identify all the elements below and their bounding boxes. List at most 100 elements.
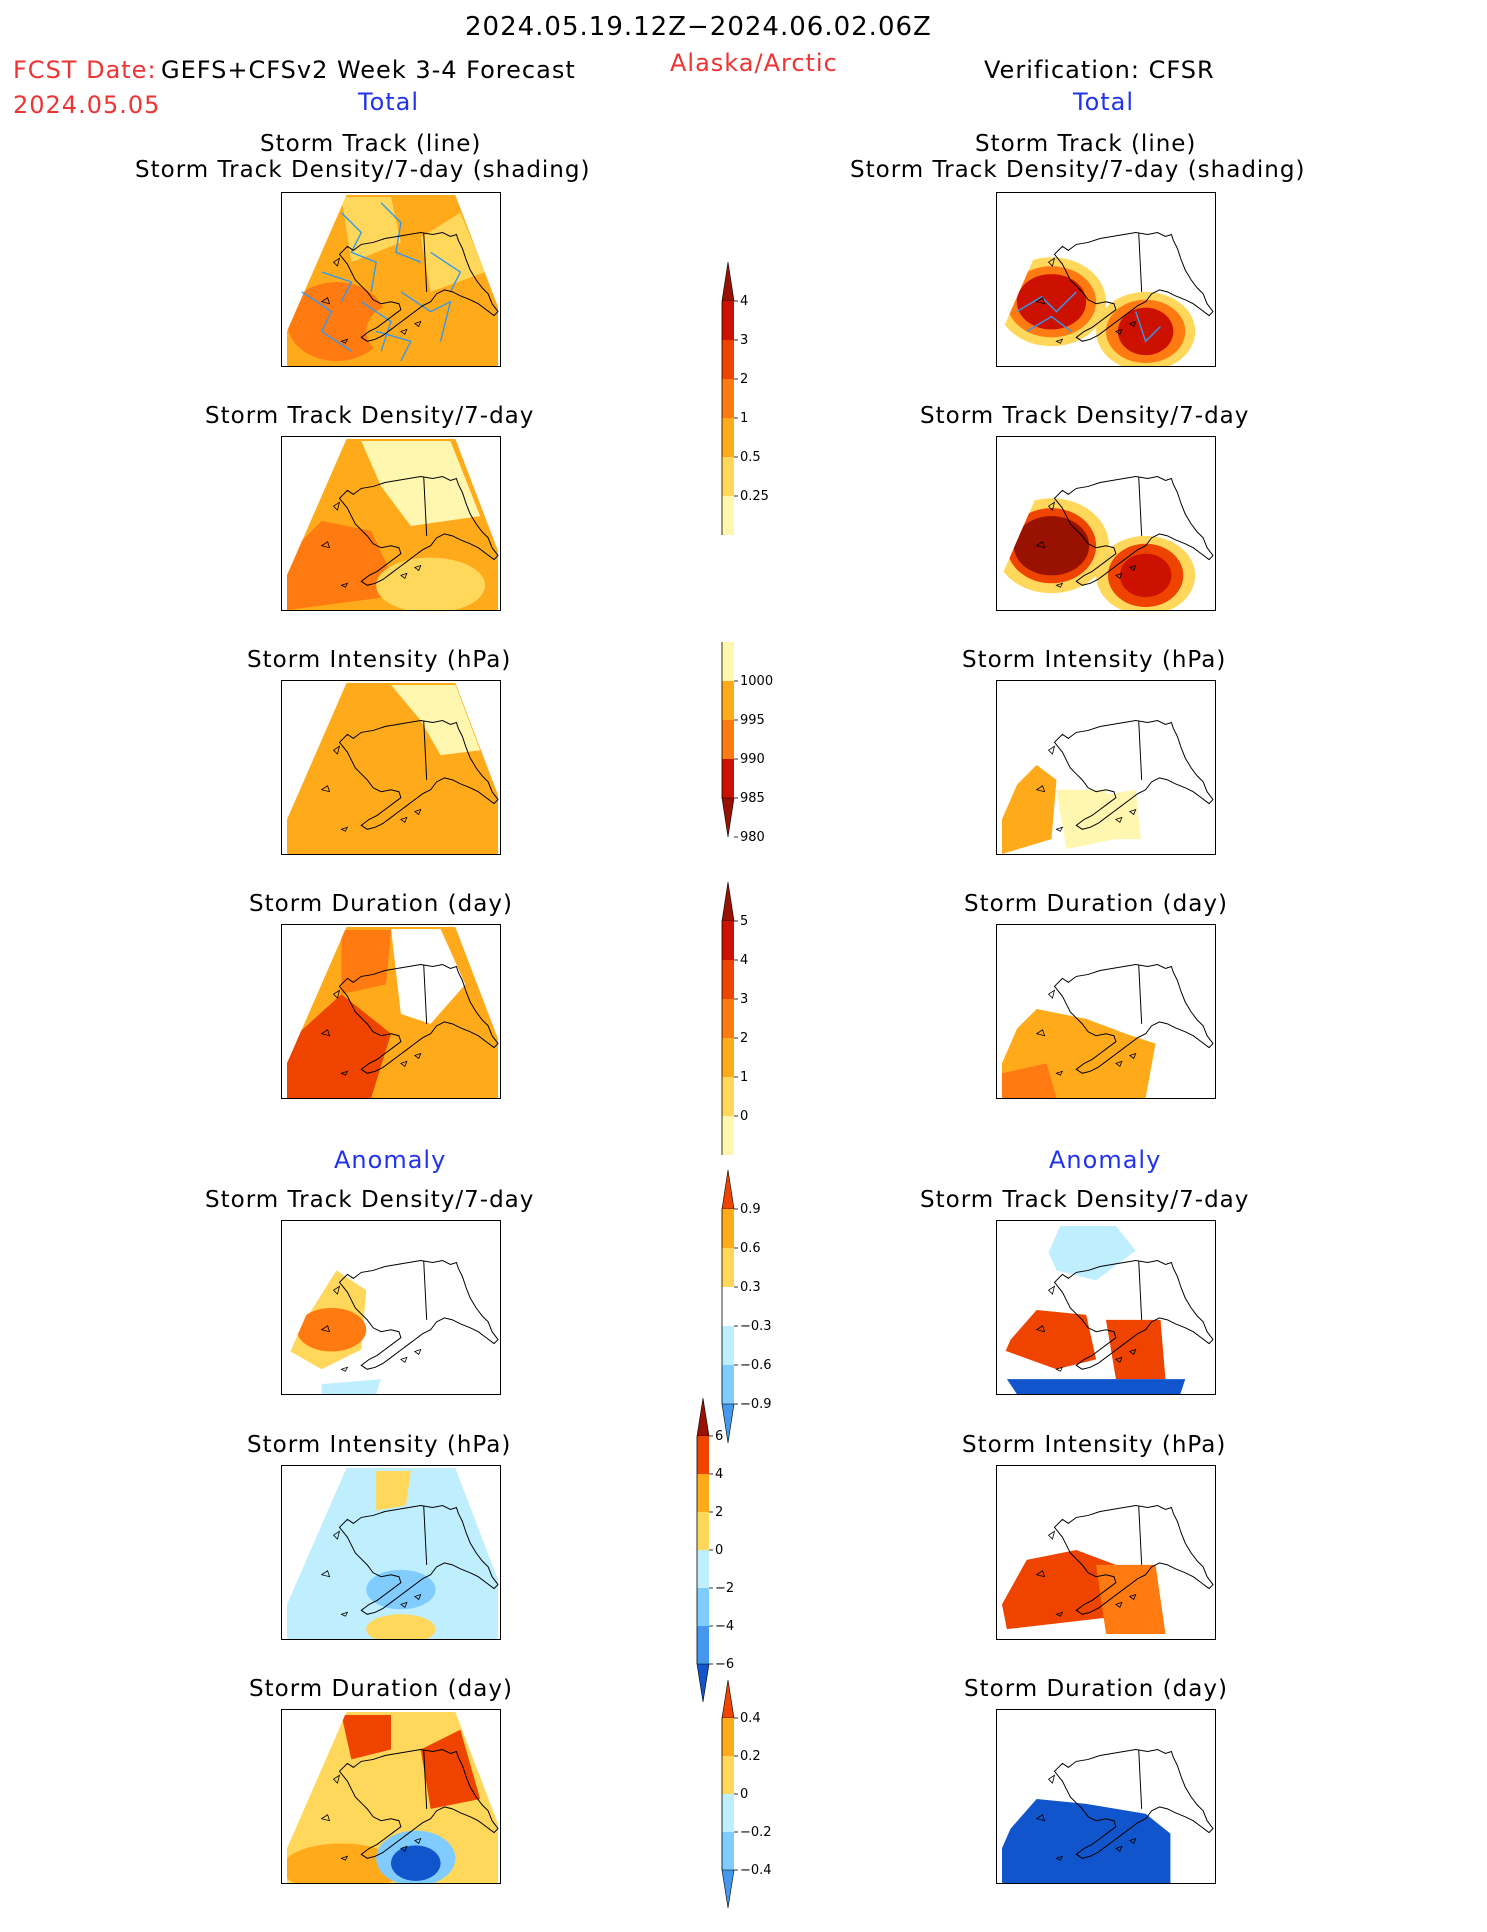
canada-border: [423, 1505, 428, 1565]
colorbar-intensity-anom: 6 4 2 0 −2 −4 −6: [695, 1397, 765, 1726]
date-range-title: 2024.05.19.12Z−2024.06.02.06Z: [465, 12, 932, 42]
colorbar-intensity: 1000 995 990 985 980: [720, 642, 790, 861]
storm-track-line: [340, 212, 377, 292]
shaded-region: [1106, 789, 1141, 840]
island-outline: [1055, 1366, 1064, 1372]
density-colorbar-segment: [722, 496, 734, 535]
duration-colorbar-label: 2: [740, 1031, 748, 1046]
shaded-region: [286, 682, 499, 854]
duration_anom-colorbar-segment: [722, 1794, 734, 1832]
island-outline: [400, 328, 408, 335]
island-outline: [1128, 1837, 1137, 1845]
alaska-coastline: [1053, 720, 1214, 830]
canada-border: [1138, 1505, 1143, 1565]
island-outline: [332, 257, 341, 267]
map-density-anom-left: [281, 1220, 501, 1395]
island-outline: [1055, 1855, 1064, 1861]
density_anom-colorbar-segment: [721, 1169, 735, 1210]
map-duration-anom-left: [281, 1709, 501, 1884]
island-outline: [413, 1052, 422, 1060]
density_anom-colorbar-segment: [722, 1326, 734, 1365]
canada-border: [1138, 476, 1143, 536]
island-outline: [1035, 541, 1046, 549]
alaska-coastline: [338, 232, 499, 342]
island-outline: [1055, 1070, 1064, 1076]
alaska-coastline: [1053, 1260, 1214, 1370]
duration_anom-colorbar-label: −0.2: [740, 1825, 772, 1840]
fcst-label: FCST Date:: [13, 56, 157, 84]
colorbar-duration: 5 4 3 2 1 0: [720, 881, 790, 1179]
intensity_anom-colorbar-label: 2: [715, 1505, 723, 1520]
duration-colorbar-label: 5: [740, 914, 748, 929]
island-outline: [320, 1325, 331, 1333]
title-duration-anom-right: Storm Duration (day): [964, 1676, 1228, 1702]
density_anom-colorbar-segment: [722, 1365, 734, 1404]
shaded-region: [341, 196, 401, 263]
duration-colorbar-label: 3: [740, 992, 748, 1007]
intensity-colorbar-segment: [721, 797, 735, 838]
shaded-region: [321, 1379, 382, 1394]
canada-border: [1138, 232, 1143, 292]
storm-track-line: [321, 271, 353, 303]
shaded-region: [1001, 1309, 1097, 1370]
island-outline: [340, 1611, 349, 1617]
shaded-region: [286, 1843, 401, 1883]
duration_anom-colorbar-label: 0.4: [740, 1711, 761, 1726]
intensity_anom-colorbar-segment: [697, 1550, 709, 1588]
map-density-anom-right: [996, 1220, 1216, 1395]
shaded-region: [366, 1569, 436, 1610]
island-outline: [340, 1366, 349, 1372]
density-colorbar-segment: [721, 261, 735, 302]
island-outline: [1047, 1530, 1056, 1540]
intensity-colorbar-segment: [722, 642, 734, 681]
title-density-right: Storm Track Density/7-day: [920, 403, 1250, 429]
island-outline: [400, 1845, 408, 1852]
title-track-line-left: Storm Track (line): [260, 131, 482, 157]
shaded-region: [341, 929, 391, 995]
duration_anom-colorbar-label: 0: [740, 1787, 748, 1802]
shaded-region: [296, 1307, 367, 1352]
density_anom-colorbar-label: 0.9: [740, 1202, 761, 1217]
title-duration-right: Storm Duration (day): [964, 891, 1228, 917]
shaded-region: [1001, 1798, 1171, 1883]
title-track-shading-right: Storm Track Density/7-day (shading): [850, 157, 1306, 183]
shaded-region: [1013, 516, 1090, 576]
shaded-region: [391, 684, 481, 756]
shaded-region: [1006, 1379, 1186, 1394]
island-outline: [1047, 257, 1056, 267]
intensity_anom-colorbar-segment: [696, 1663, 710, 1703]
map-intensity-left: [281, 680, 501, 855]
island-outline: [1128, 1348, 1137, 1356]
island-outline: [1128, 564, 1137, 572]
shaded-region: [1016, 274, 1087, 330]
island-outline: [1128, 1593, 1137, 1601]
duration-colorbar-label: 1: [740, 1070, 748, 1085]
shaded-region: [1056, 789, 1116, 850]
island-outline: [332, 989, 341, 999]
island-outline: [1035, 1570, 1046, 1578]
density_anom-colorbar-label: −0.9: [740, 1397, 772, 1412]
colorbar-duration-anom: 0.4 0.2 0 −0.2 −0.4: [720, 1679, 790, 1932]
canada-border: [423, 720, 428, 780]
shaded-region: [1001, 765, 1057, 854]
island-outline: [1035, 1814, 1046, 1822]
canada-border: [1138, 720, 1143, 780]
verification-label: Verification: CFSR: [984, 56, 1215, 84]
alaska-coastline: [338, 720, 499, 830]
alaska-coastline: [1053, 1749, 1214, 1859]
map-duration-left: [281, 924, 501, 1099]
island-outline: [400, 572, 408, 579]
intensity_anom-colorbar-label: −6: [715, 1657, 734, 1672]
density-colorbar-segment: [722, 457, 734, 496]
duration_anom-colorbar-label: −0.4: [740, 1863, 772, 1878]
intensity-colorbar-segment: [722, 720, 734, 759]
intensity-colorbar-label: 980: [740, 830, 765, 845]
intensity-colorbar-label: 990: [740, 752, 765, 767]
shaded-region: [1096, 1564, 1166, 1635]
island-outline: [400, 816, 408, 823]
map-duration-anom-right: [996, 1709, 1216, 1884]
intensity-colorbar-segment: [722, 681, 734, 720]
density_anom-colorbar-label: 0.6: [740, 1241, 761, 1256]
island-outline: [1115, 1601, 1123, 1608]
anomaly-left-label: Anomaly: [334, 1146, 447, 1174]
